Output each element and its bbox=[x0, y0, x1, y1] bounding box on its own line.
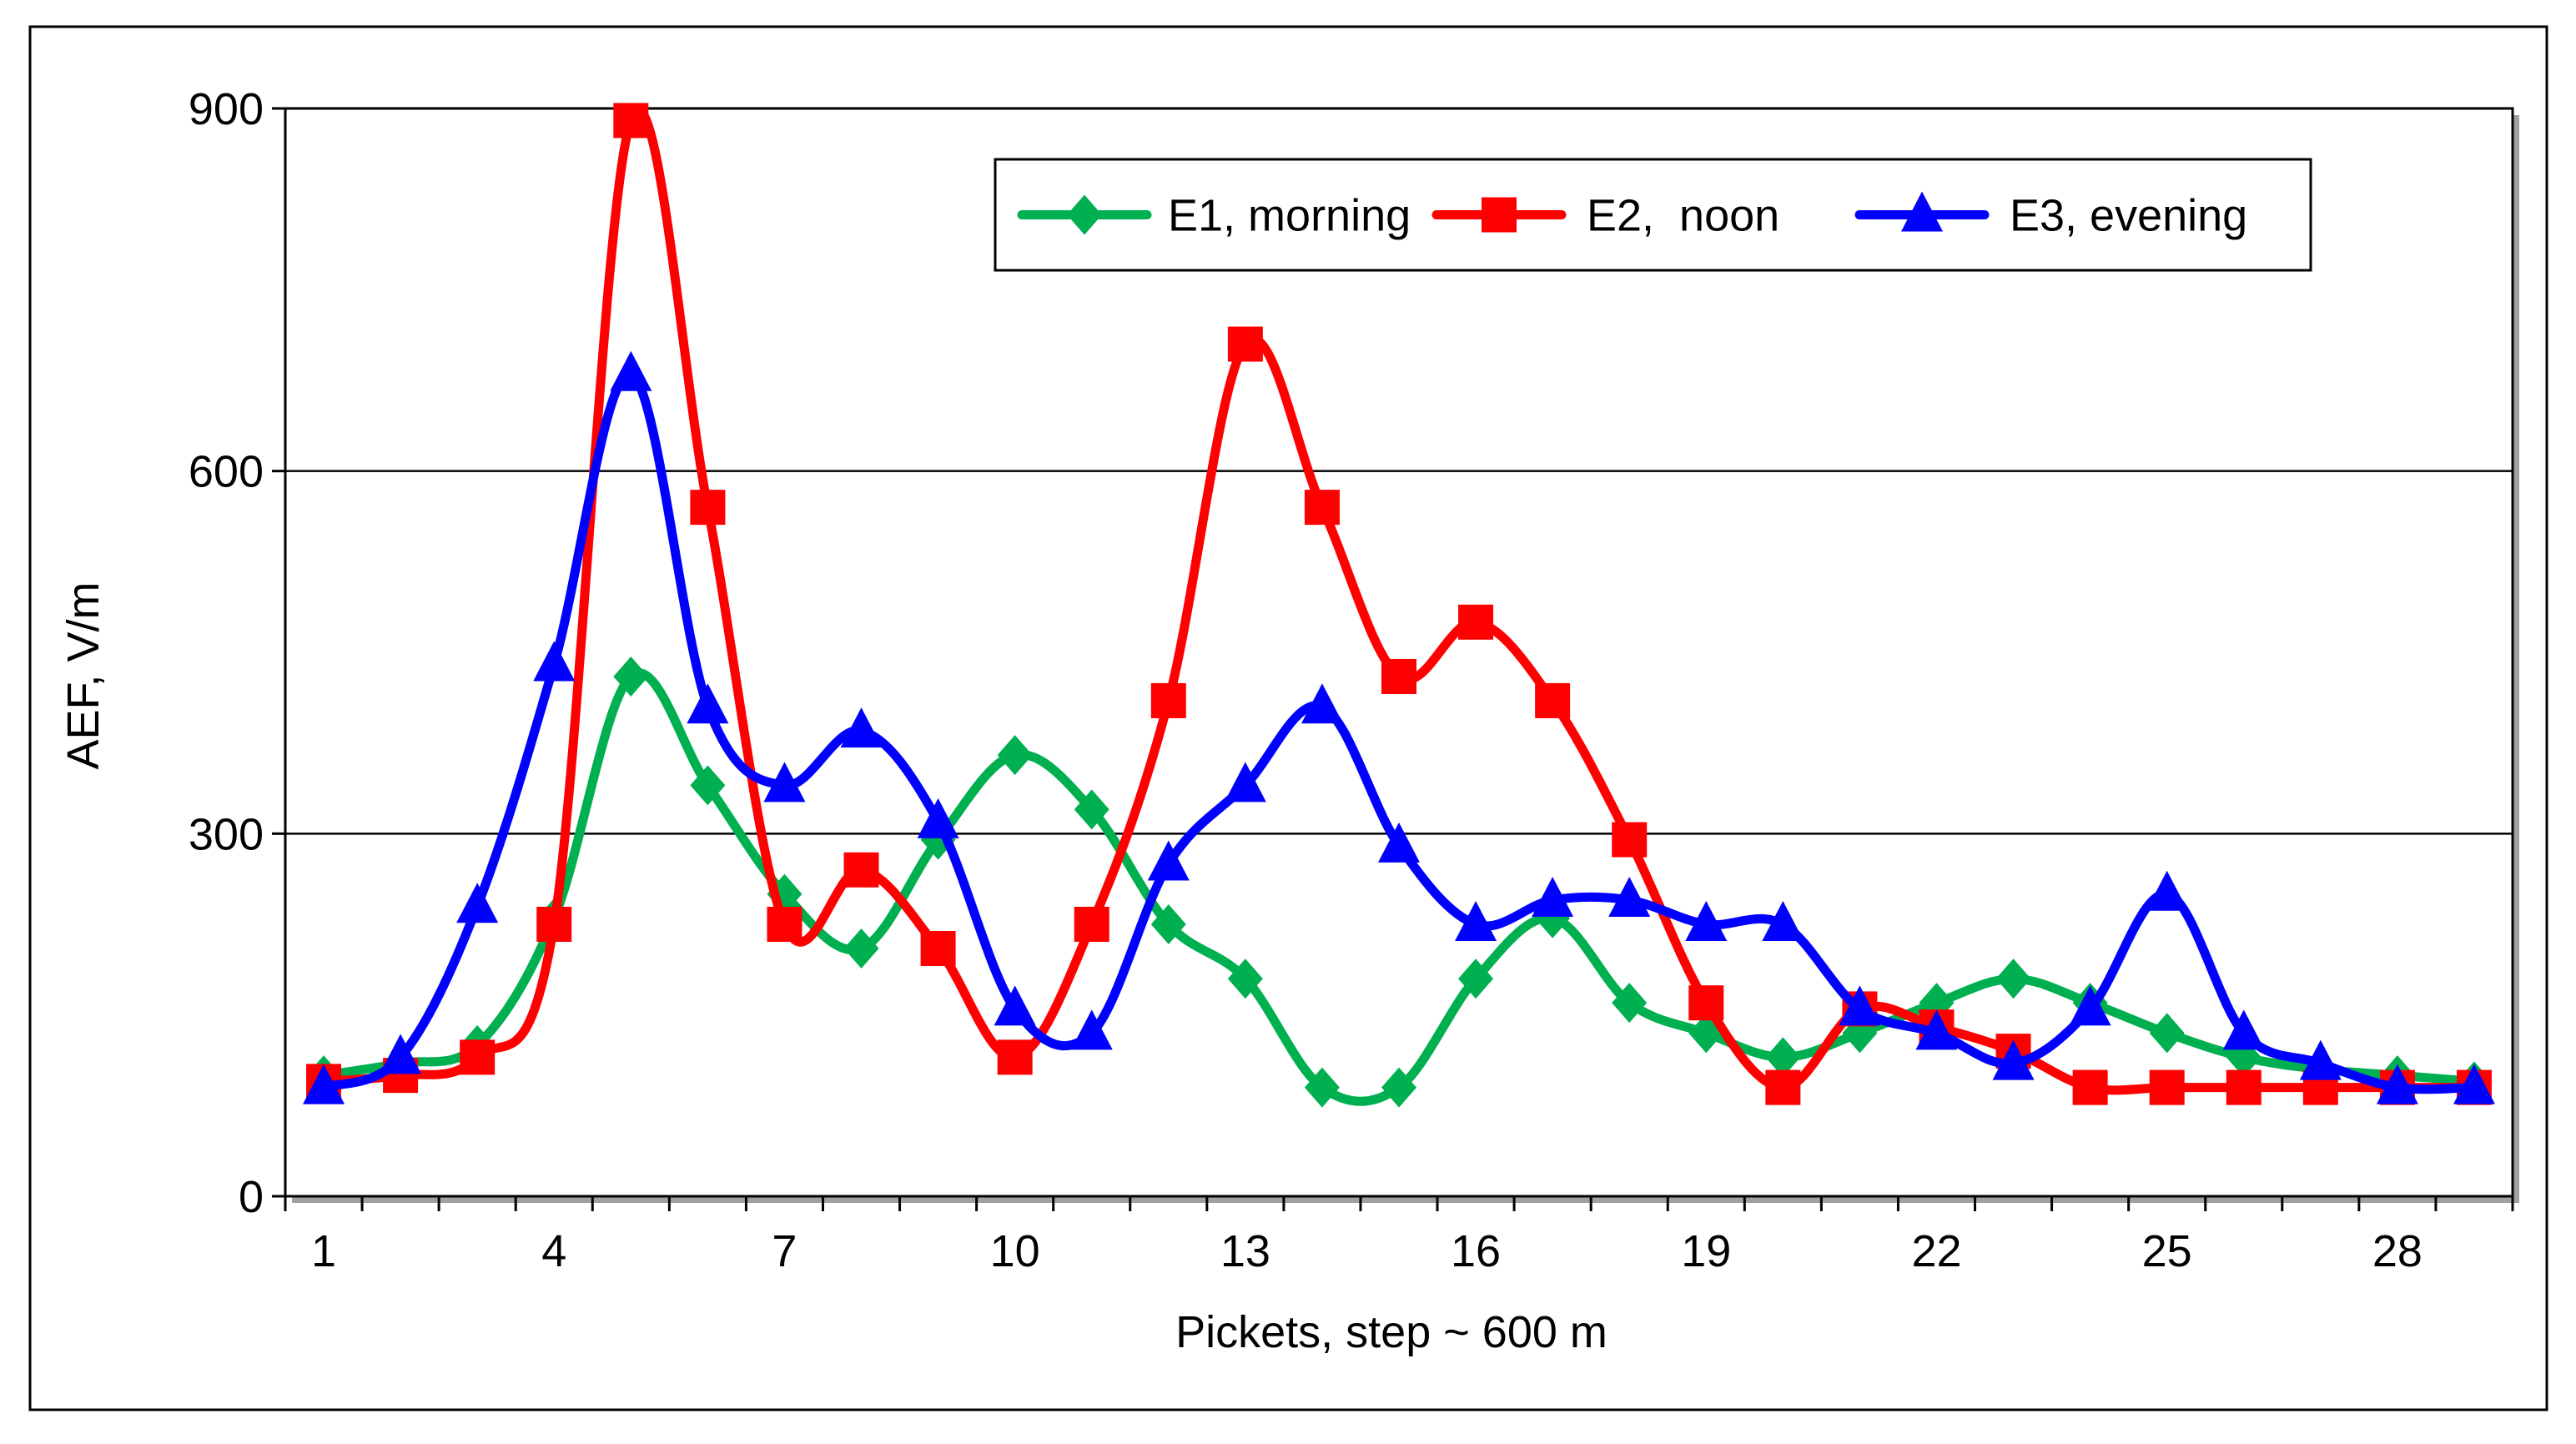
data-point-e1 bbox=[1074, 789, 1109, 830]
legend-box bbox=[994, 158, 2312, 272]
x-tick-label: 19 bbox=[1681, 1226, 1731, 1276]
data-point-e2 bbox=[843, 852, 879, 888]
data-point-e3 bbox=[1224, 762, 1266, 803]
data-point-e2 bbox=[690, 490, 726, 526]
legend: E1, morning E2, noon E3, evening bbox=[994, 158, 2312, 272]
x-tick-label: 25 bbox=[2142, 1226, 2192, 1276]
data-point-e1 bbox=[1995, 958, 2031, 999]
x-tick-label: 7 bbox=[772, 1226, 797, 1276]
data-point-e1 bbox=[1458, 958, 1494, 999]
legend-label-e3: E3, evening bbox=[2010, 191, 2247, 241]
data-point-e2 bbox=[2226, 1069, 2262, 1105]
data-point-e2 bbox=[1304, 490, 1340, 526]
data-point-e2 bbox=[536, 907, 572, 942]
x-axis-label: Pickets, step ~ 600 m bbox=[1175, 1307, 1607, 1357]
data-point-e2 bbox=[1535, 682, 1571, 718]
data-point-e2 bbox=[1227, 326, 1263, 362]
data-point-e2 bbox=[2149, 1069, 2185, 1105]
data-point-e1 bbox=[1304, 1067, 1340, 1108]
y-tick-label: 600 bbox=[189, 447, 264, 497]
data-point-e2 bbox=[1458, 604, 1494, 640]
data-point-e2 bbox=[2072, 1069, 2108, 1105]
data-point-e3 bbox=[1915, 1009, 1958, 1050]
y-tick-label: 900 bbox=[189, 84, 264, 134]
data-point-e2 bbox=[767, 907, 802, 942]
data-point-e3 bbox=[2222, 1009, 2265, 1050]
data-point-e3 bbox=[610, 350, 652, 391]
data-point-e1 bbox=[1765, 1037, 1801, 1078]
legend-label-e2: E2, noon bbox=[1587, 191, 1779, 241]
data-point-e3 bbox=[2146, 870, 2188, 911]
x-tick-label: 10 bbox=[990, 1226, 1040, 1276]
data-point-e1 bbox=[843, 928, 879, 969]
x-tick-label: 13 bbox=[1220, 1226, 1270, 1276]
x-tick-label: 4 bbox=[541, 1226, 566, 1276]
data-point-e3 bbox=[1839, 985, 1881, 1026]
data-point-e3 bbox=[1070, 1009, 1113, 1050]
data-point-e3 bbox=[1455, 901, 1497, 941]
data-point-e2 bbox=[1074, 907, 1109, 942]
data-point-e2 bbox=[460, 1039, 496, 1075]
data-point-e3 bbox=[2453, 1064, 2495, 1104]
data-point-e2 bbox=[1765, 1069, 1801, 1105]
series-e2 bbox=[306, 103, 2492, 1105]
x-tick-label: 28 bbox=[2372, 1226, 2423, 1276]
data-point-e1 bbox=[1150, 904, 1186, 944]
data-point-e1 bbox=[1381, 1067, 1416, 1108]
data-point-e2 bbox=[920, 930, 956, 966]
y-tick-label: 0 bbox=[239, 1172, 264, 1222]
x-tick-label: 22 bbox=[1911, 1226, 1961, 1276]
data-point-e2 bbox=[1688, 985, 1724, 1021]
data-point-e3 bbox=[1532, 877, 1574, 918]
data-point-e1 bbox=[2149, 1013, 2185, 1054]
data-point-e3 bbox=[2069, 985, 2111, 1026]
series-e3 bbox=[303, 350, 2495, 1104]
data-point-e1 bbox=[1612, 983, 1648, 1024]
data-point-e1 bbox=[1227, 958, 1263, 999]
data-point-e3 bbox=[763, 762, 806, 803]
x-tick-label: 1 bbox=[311, 1226, 336, 1276]
data-point-e2 bbox=[997, 1039, 1033, 1075]
data-point-e2 bbox=[1381, 658, 1416, 694]
data-point-e2 bbox=[1612, 822, 1648, 858]
data-point-e2 bbox=[1150, 682, 1186, 718]
legend-marker-e3 bbox=[1901, 191, 1943, 232]
data-point-e3 bbox=[1378, 822, 1420, 863]
data-point-e3 bbox=[917, 797, 959, 838]
data-point-e3 bbox=[2376, 1064, 2418, 1104]
data-point-e3 bbox=[2299, 1039, 2342, 1080]
legend-marker-e1 bbox=[1067, 194, 1102, 235]
data-point-e3 bbox=[994, 985, 1036, 1026]
series-e1 bbox=[306, 656, 2492, 1108]
y-axis-label: AEF, V/m bbox=[58, 581, 108, 769]
data-point-e3 bbox=[380, 1034, 422, 1074]
legend-label-e1: E1, morning bbox=[1168, 191, 1411, 241]
y-tick-label: 300 bbox=[189, 809, 264, 859]
legend-marker-e2 bbox=[1482, 197, 1517, 233]
data-point-e3 bbox=[1685, 901, 1728, 941]
data-point-e3 bbox=[456, 883, 499, 923]
data-point-e3 bbox=[1301, 683, 1343, 724]
data-point-e3 bbox=[687, 683, 729, 724]
data-point-e1 bbox=[690, 765, 726, 806]
data-point-e3 bbox=[840, 707, 883, 748]
data-point-e3 bbox=[1608, 877, 1651, 918]
data-point-e2 bbox=[613, 103, 649, 138]
data-point-e1 bbox=[997, 735, 1033, 776]
data-point-e3 bbox=[533, 641, 576, 682]
x-tick-label: 16 bbox=[1451, 1226, 1501, 1276]
data-point-e3 bbox=[1147, 840, 1190, 881]
data-point-e3 bbox=[303, 1064, 345, 1104]
data-point-e3 bbox=[1762, 901, 1804, 941]
data-point-e1 bbox=[613, 656, 649, 697]
data-point-e3 bbox=[1992, 1039, 2035, 1080]
